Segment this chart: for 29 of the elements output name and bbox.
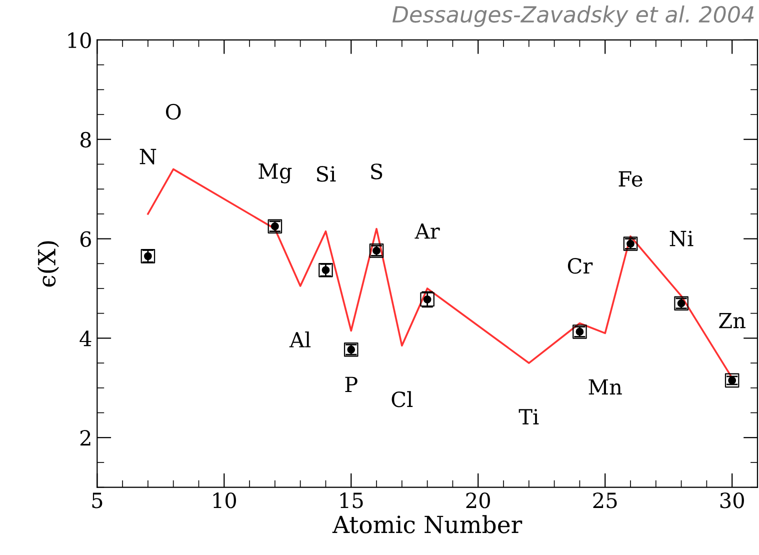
x-tick-label: 25: [593, 492, 617, 508]
annotation: Ar: [414, 223, 440, 239]
y-tick-label: 10: [68, 32, 91, 48]
x-axis-title: Atomic Number: [332, 515, 522, 534]
text: Dessauges-Zavadsky et al. 2004: [392, 6, 754, 28]
x-tick-label: 15: [340, 492, 363, 508]
annotation: Zn: [719, 312, 746, 328]
annotation: N: [140, 148, 156, 164]
x-tick-label: 30: [720, 492, 744, 508]
x-tick-label: 20: [466, 492, 490, 508]
annotation: Fe: [618, 171, 642, 187]
annotation: Mn: [588, 379, 622, 395]
x-tick-label: 10: [213, 492, 236, 508]
annotation: Al: [289, 331, 311, 348]
annotation: O: [166, 104, 181, 120]
y-axis-title: ϵ(X): [37, 241, 59, 287]
y-tick-label: 4: [80, 330, 92, 346]
y-tick-label: 6: [80, 231, 91, 247]
annotation: Cl: [392, 391, 413, 408]
annotation: Ti: [518, 409, 539, 424]
annotation: Ni: [670, 230, 694, 246]
annotation: S: [371, 164, 382, 180]
y-tick-label: 8: [80, 132, 91, 148]
annotation: Si: [317, 166, 336, 182]
annotation: Mg: [258, 164, 292, 184]
y-tick-label: 2: [80, 430, 90, 446]
annotation: Cr: [568, 258, 593, 274]
annotation: P: [345, 376, 358, 392]
x-tick-label: 5: [92, 492, 102, 508]
